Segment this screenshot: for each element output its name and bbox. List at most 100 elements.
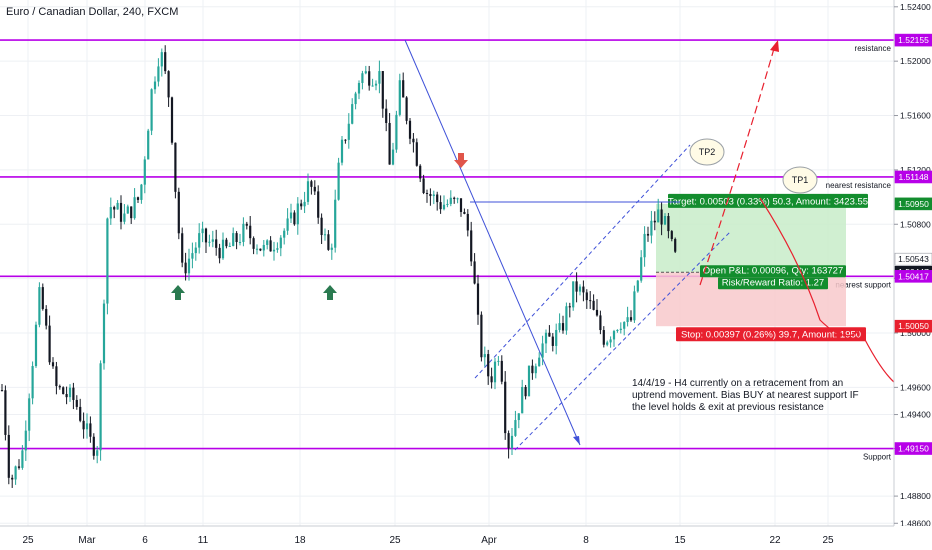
candle-body [45, 308, 48, 326]
y-tick-label: 1.50800 [900, 219, 931, 229]
candle-body [660, 209, 663, 225]
candle-body [357, 82, 361, 94]
candle-body [17, 466, 21, 468]
candle-body [147, 130, 150, 160]
stop-label: Stop: 0.00397 (0.26%) 39.7, Amount: 1950 [681, 330, 861, 341]
candle-body [453, 197, 456, 199]
candle-body [558, 323, 561, 330]
stop-label-bg [676, 327, 866, 342]
x-tick-label: 25 [822, 535, 834, 546]
trend-arrow-head [573, 436, 580, 445]
candle-body [310, 181, 313, 187]
candle-body [629, 317, 633, 321]
candle-body [653, 220, 656, 223]
price-tag [894, 252, 932, 266]
price-tag [894, 33, 932, 47]
candle-body [255, 248, 259, 250]
candle-body [58, 386, 61, 388]
price-tag [894, 270, 932, 283]
candle-body [470, 230, 473, 262]
candle-body [96, 450, 99, 456]
candle-body [408, 120, 412, 139]
candle-body [415, 142, 418, 166]
projection-path [759, 197, 896, 384]
candle-body [92, 436, 95, 456]
markers: TP2 TP1 14/4/19 - H4 currently on a retrac… [171, 138, 859, 413]
candle-body [232, 233, 235, 246]
bubble [782, 166, 818, 194]
candle-body [72, 387, 75, 400]
price-tag [894, 442, 932, 455]
candle-body [568, 306, 571, 308]
candle-body [589, 300, 592, 302]
candle-body [164, 52, 167, 72]
grid [0, 0, 894, 526]
rr-label: Risk/Reward Ratio: 1.27 [722, 278, 824, 289]
candle-body [667, 216, 670, 232]
note-line: uptrend movement. Bias BUY at nearest su… [632, 390, 859, 401]
candle-body [575, 281, 578, 292]
candle-body [204, 228, 208, 243]
buy-arrow-icon [323, 285, 337, 300]
candle-body [582, 286, 585, 293]
candle-body [167, 71, 170, 98]
candle-body [432, 194, 435, 197]
candle-body [616, 329, 619, 332]
x-tick-label: 11 [198, 535, 209, 546]
x-tick-label: 8 [583, 535, 589, 546]
candle-body [7, 434, 10, 478]
candle-body [521, 386, 524, 414]
candle-body [548, 332, 551, 337]
candle-body [211, 239, 214, 242]
candle-body [106, 218, 109, 304]
candle-body [347, 123, 350, 140]
candle-body [425, 192, 429, 194]
candle-body [419, 165, 422, 179]
trend-drawings [404, 39, 896, 451]
candle-body [541, 343, 544, 358]
price-tag-label: 1.50050 [898, 321, 929, 331]
candle-body [208, 241, 211, 243]
candle-body [497, 360, 500, 362]
x-tick-label: 18 [294, 535, 306, 546]
candle-body [323, 234, 327, 236]
candle-body [201, 228, 204, 234]
candle-body [191, 253, 194, 259]
candle-body [544, 332, 548, 344]
candle-body [48, 325, 51, 363]
candle-body [276, 248, 279, 250]
price-tag [894, 319, 932, 333]
candle-body [130, 206, 133, 219]
candle-body [657, 209, 660, 223]
note-line: the level holds & exit at previous resis… [632, 402, 824, 413]
projection-up [699, 44, 776, 286]
rr-label-bg [718, 277, 828, 290]
candle-body [436, 194, 439, 203]
candle-body [456, 198, 459, 200]
y-tick-label: 1.51200 [900, 165, 931, 175]
y-tick-label: 1.52400 [900, 2, 931, 12]
candle-body [524, 386, 527, 397]
position-zones: Target: 0.00503 (0.33%) 50.3, Amount: 34… [656, 193, 868, 342]
candle-body [249, 225, 252, 239]
candle-body [595, 309, 599, 316]
candle-body [429, 193, 432, 197]
candle-body [21, 450, 24, 468]
y-tick-label: 1.52000 [900, 56, 931, 66]
candle-body [279, 237, 282, 249]
candle-body [153, 81, 157, 90]
price-tag-label: 1.50543 [898, 254, 929, 264]
candle-body [320, 217, 323, 236]
candle-body [517, 413, 520, 421]
x-tick-label: 25 [389, 535, 401, 546]
candle-body [364, 71, 367, 74]
candle-body [51, 362, 55, 367]
candle-body [116, 202, 119, 210]
candle-body [187, 258, 191, 274]
candle-body [493, 361, 497, 383]
candle-body [476, 283, 480, 315]
candle-body [487, 354, 490, 377]
candle-body [38, 287, 41, 325]
target-zone [656, 203, 846, 273]
candle-body [228, 245, 231, 247]
